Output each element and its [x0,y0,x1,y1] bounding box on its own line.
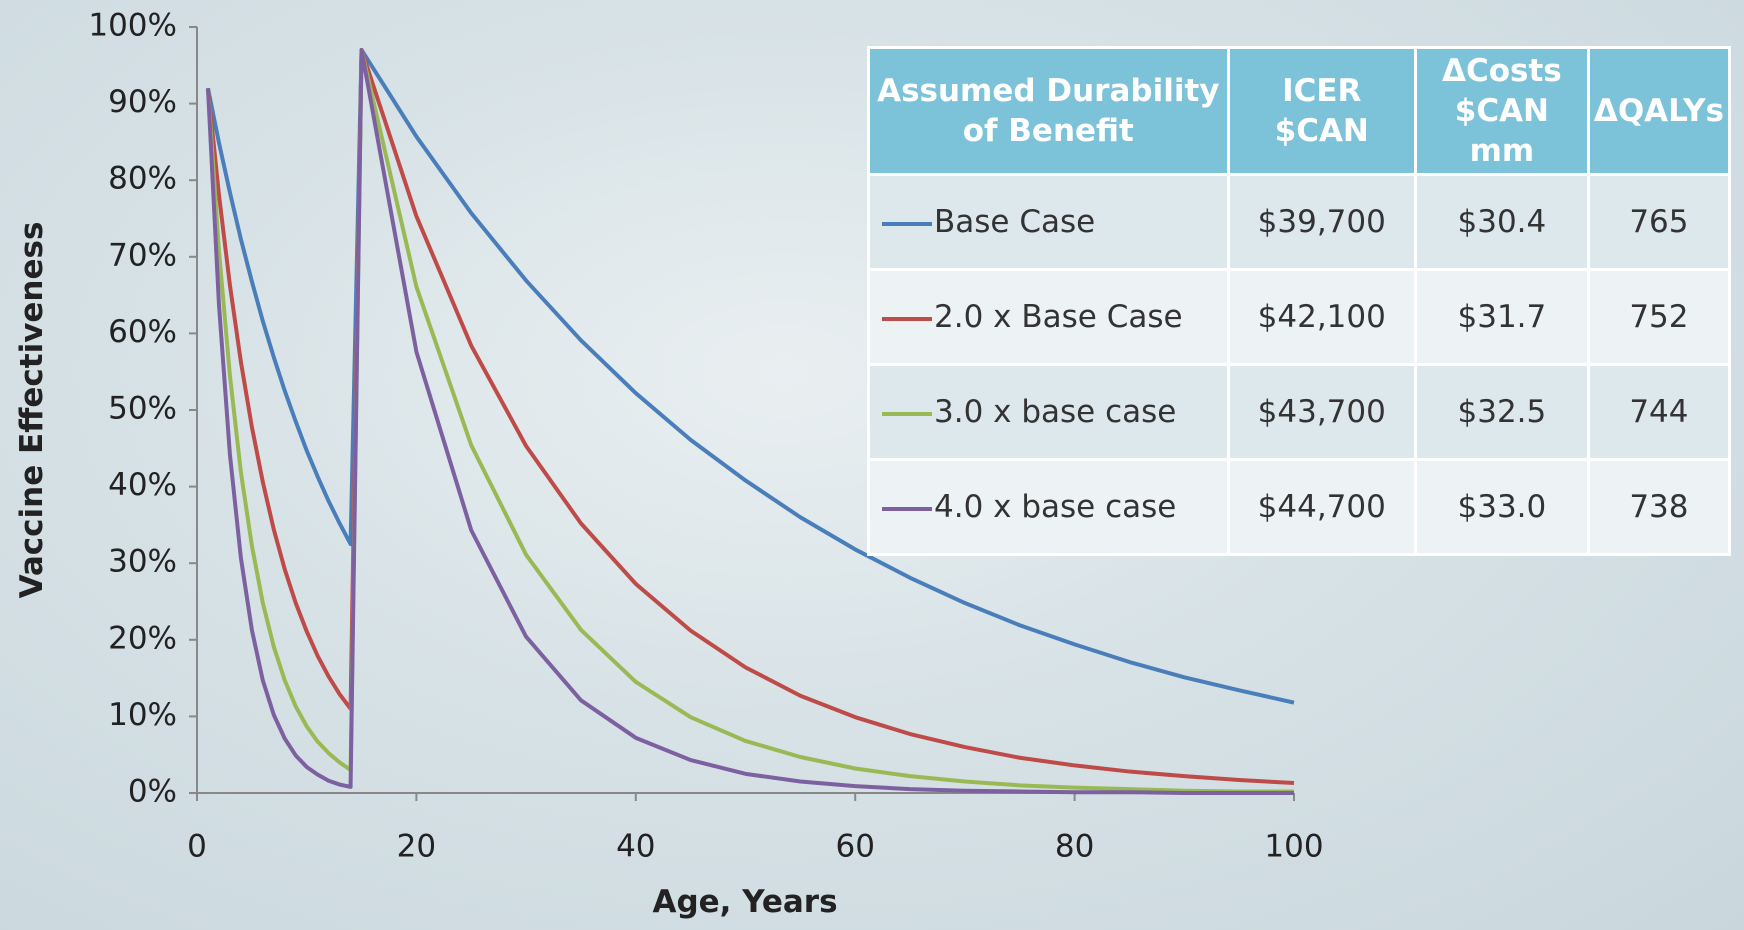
legend-swatch [880,313,932,325]
header-cell: ICER $CAN [1228,48,1415,175]
table-cell: $39,700 [1228,175,1415,270]
y-tick-label: 10% [108,697,177,733]
y-tick-label: 80% [108,161,177,197]
x-tick-label: 80 [1055,829,1094,865]
results-table: Assumed Durability of Benefit ICER $CAN … [867,46,1731,556]
x-tick-label: 60 [835,829,874,865]
table-cell: $42,100 [1228,270,1415,365]
y-axis-title: Vaccine Effectiveness [14,222,50,599]
x-tick-label: 0 [187,829,207,865]
y-tick-label: 100% [88,8,177,44]
header-cell: ΔCosts $CAN mm [1415,48,1588,175]
y-tick-label: 50% [108,391,177,427]
y-tick-label: 20% [108,620,177,656]
x-tick-label: 100 [1264,829,1323,865]
legend-swatch [880,218,932,230]
x-axis-title: Age, Years [652,884,837,920]
legend-cell: 4.0 x base case [869,460,1229,555]
table-cell: $30.4 [1415,175,1588,270]
legend-cell: 2.0 x Base Case [869,270,1229,365]
legend-label: Base Case [934,204,1095,240]
legend-label: 2.0 x Base Case [934,299,1183,335]
table-cell: $31.7 [1415,270,1588,365]
header-cell: Assumed Durability of Benefit [869,48,1229,175]
table-cell: 752 [1588,270,1729,365]
legend-label: 3.0 x base case [934,394,1176,430]
y-tick-label: 30% [108,544,177,580]
y-tick-label: 60% [108,314,177,350]
legend-cell: Base Case [869,175,1229,270]
y-tick-label: 70% [108,237,177,273]
table-cell: $43,700 [1228,365,1415,460]
x-tick-label: 40 [616,829,655,865]
y-tick-label: 0% [128,774,177,810]
y-tick-label: 40% [108,467,177,503]
table-cell: 744 [1588,365,1729,460]
legend-cell: 3.0 x base case [869,365,1229,460]
x-tick-label: 20 [397,829,436,865]
page: {"chart_data": {"type": "line", "x_label… [0,0,1744,930]
table-cell: 738 [1588,460,1729,555]
y-tick-label: 90% [108,84,177,120]
table-cell: $32.5 [1415,365,1588,460]
header-row: Assumed Durability of Benefit ICER $CAN … [869,48,1730,175]
legend-label: 4.0 x base case [934,489,1176,525]
table-cell: 765 [1588,175,1729,270]
table-cell: $44,700 [1228,460,1415,555]
header-cell: ΔQALYs [1588,48,1729,175]
table-cell: $33.0 [1415,460,1588,555]
legend-swatch [880,503,932,515]
legend-swatch [880,408,932,420]
